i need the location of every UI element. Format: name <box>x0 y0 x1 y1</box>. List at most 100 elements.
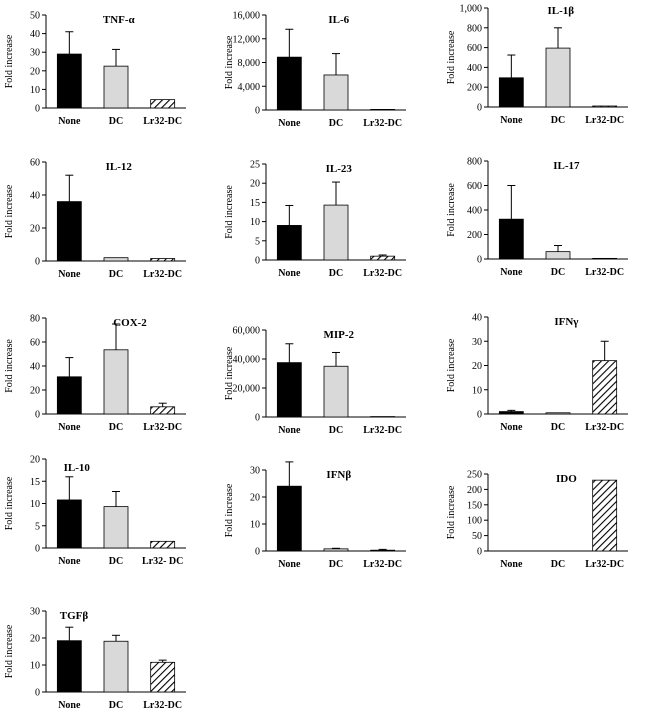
category-label: Lr32-DC <box>585 267 624 278</box>
category-label: Lr32-DC <box>143 269 182 280</box>
category-label: Lr32-DC <box>363 425 402 436</box>
bar <box>150 99 176 109</box>
y-tick-label: 4,000 <box>238 82 261 93</box>
y-tick-label: 0 <box>477 103 482 114</box>
chart-panel: 0 200 400 600 800 Fold increase None DC Lr32-DC I… <box>446 157 628 278</box>
y-tick-label: 40 <box>30 191 40 202</box>
y-tick-label: 20 <box>472 361 482 372</box>
category-label: None <box>58 269 81 280</box>
y-tick-label: 10 <box>250 217 260 228</box>
bar <box>56 201 82 262</box>
category-label: None <box>278 559 301 570</box>
bar <box>592 479 618 552</box>
bar <box>103 506 129 549</box>
y-tick-label: 800 <box>467 157 482 168</box>
bar <box>103 349 129 415</box>
y-tick-label: 0 <box>35 257 40 268</box>
y-tick-label: 400 <box>467 206 482 217</box>
y-axis-label: Fold increase <box>224 483 235 537</box>
bar <box>103 257 129 262</box>
bar <box>150 406 176 415</box>
category-label: DC <box>329 425 343 436</box>
y-tick-label: 40 <box>30 362 40 373</box>
category-label: None <box>500 115 523 126</box>
chart-panel: 0 20,000 40,000 60,000 Fold increase None DC Lr… <box>224 326 406 436</box>
bar <box>592 257 618 260</box>
category-label: Lr32- DC <box>142 556 183 567</box>
y-tick-label: 60,000 <box>233 326 261 337</box>
category-label: None <box>278 425 301 436</box>
y-tick-label: 600 <box>467 181 482 192</box>
y-tick-label: 60 <box>30 158 40 169</box>
y-tick-label: 10 <box>30 499 40 510</box>
category-label: Lr32-DC <box>143 700 182 711</box>
y-tick-label: 0 <box>477 410 482 421</box>
bar <box>323 204 349 261</box>
category-label: DC <box>109 700 123 711</box>
bar <box>56 53 82 109</box>
y-tick-label: 0 <box>477 547 482 558</box>
y-axis-label: Fold increase <box>446 183 457 237</box>
y-tick-label: 10 <box>30 661 40 672</box>
bar <box>323 365 349 418</box>
y-tick-label: 0 <box>35 544 40 555</box>
y-tick-label: 600 <box>467 43 482 54</box>
y-tick-label: 150 <box>467 500 482 511</box>
y-tick-label: 0 <box>255 256 260 267</box>
y-tick-label: 5 <box>255 236 260 247</box>
category-label: DC <box>551 559 565 570</box>
chart-panel: 0 10 20 30 40 Fold increase None DC Lr32-DC IFNγ <box>446 313 628 433</box>
y-tick-label: 15 <box>30 477 40 488</box>
y-tick-label: 50 <box>472 531 482 542</box>
category-label: DC <box>551 267 565 278</box>
y-axis-label: Fold increase <box>4 184 15 238</box>
category-label: None <box>278 268 301 279</box>
y-tick-label: 30 <box>30 607 40 618</box>
y-axis-label: Fold increase <box>446 485 457 539</box>
category-label: None <box>500 267 523 278</box>
bar <box>276 485 302 552</box>
category-label: Lr32-DC <box>143 116 182 127</box>
y-axis-label: Fold increase <box>4 34 15 88</box>
y-tick-label: 12,000 <box>233 34 261 45</box>
y-tick-label: 30 <box>472 337 482 348</box>
y-tick-label: 20 <box>30 66 40 77</box>
y-axis-label: Fold increase <box>4 339 15 393</box>
y-axis-label: Fold increase <box>4 624 15 678</box>
chart-title: MIP-2 <box>324 329 355 341</box>
chart-panel: 0 20 40 60 Fold increase None DC Lr32-DC IL-12 <box>4 158 186 280</box>
chart-panel: 0 10 20 30 Fold increase None DC Lr32-DC IFNβ <box>224 461 406 570</box>
category-label: None <box>278 118 301 129</box>
chart-panel: 0 5 10 15 20 25 Fold increase None DC Lr32-DC IL-2… <box>224 160 406 279</box>
y-tick-label: 20 <box>30 634 40 645</box>
chart-title: TGFβ <box>60 610 89 622</box>
bar <box>370 255 396 261</box>
bar <box>592 105 618 108</box>
y-tick-label: 200 <box>467 83 482 94</box>
y-axis-label: Fold increase <box>4 476 15 530</box>
y-tick-label: 0 <box>35 104 40 115</box>
category-label: DC <box>109 422 123 433</box>
y-tick-label: 0 <box>255 413 260 424</box>
y-tick-label: 100 <box>467 516 482 527</box>
chart-title: IL-12 <box>106 161 133 173</box>
y-tick-label: 10 <box>472 385 482 396</box>
y-tick-label: 5 <box>35 521 40 532</box>
bar <box>545 47 571 108</box>
chart-title: IL-1β <box>548 5 575 17</box>
bar <box>370 549 396 552</box>
category-label: None <box>500 559 523 570</box>
bar <box>545 412 571 415</box>
category-label: DC <box>329 118 343 129</box>
y-tick-label: 400 <box>467 63 482 74</box>
bar <box>276 362 302 418</box>
y-tick-label: 0 <box>35 410 40 421</box>
y-tick-label: 1,000 <box>460 4 483 15</box>
category-label: DC <box>329 559 343 570</box>
category-label: Lr32-DC <box>143 422 182 433</box>
y-tick-label: 20 <box>250 179 260 190</box>
y-axis-label: Fold increase <box>224 346 235 400</box>
category-label: None <box>58 556 81 567</box>
chart-title: IL-23 <box>326 163 353 175</box>
